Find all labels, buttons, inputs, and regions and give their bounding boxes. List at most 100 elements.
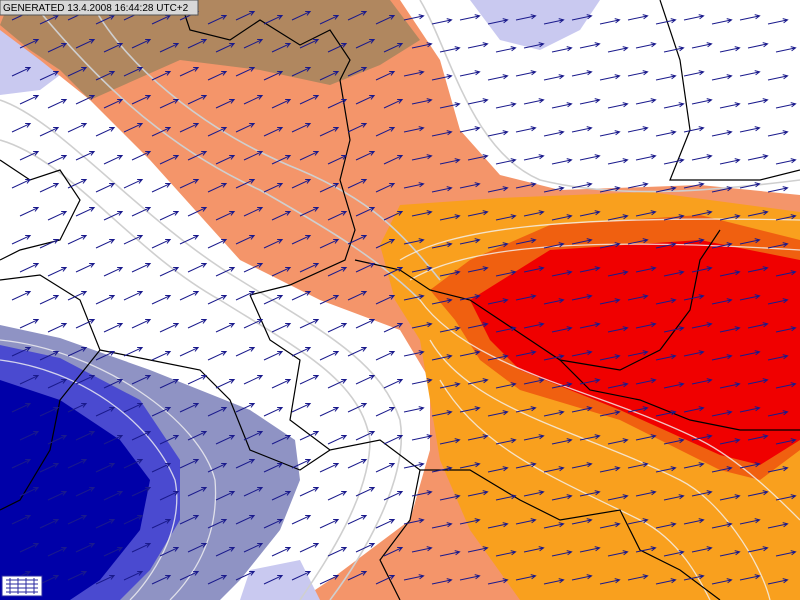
wind-arrow (319, 462, 340, 473)
wind-arrow (207, 574, 228, 585)
wind-arrow (95, 70, 116, 81)
wind-arrow (235, 290, 256, 301)
wind-arrow (187, 430, 208, 441)
wind-arrow (75, 38, 96, 49)
wind-arrow (683, 518, 705, 525)
wind-arrow (19, 206, 40, 217)
wind-arrow (179, 178, 200, 189)
label-box (0, 0, 199, 16)
wind-arrow (179, 514, 200, 525)
wind-arrow (355, 38, 376, 49)
wind-arrow (747, 98, 769, 105)
wind-arrow (151, 14, 172, 25)
wind-arrow (327, 378, 348, 389)
wind-arrow (683, 126, 705, 133)
wind-arrow (607, 326, 629, 333)
wind-arrow (19, 94, 40, 105)
wind-arrow (431, 18, 453, 25)
wind-arrow (263, 126, 284, 137)
wind-arrow (67, 178, 88, 189)
wind-arrow (19, 318, 40, 329)
wind-arrow (159, 546, 180, 557)
wind-arrow (467, 98, 489, 105)
wind-arrow (719, 438, 741, 445)
wind-arrow (683, 574, 705, 581)
wind-arrow (411, 210, 433, 217)
wind-arrow (599, 186, 621, 193)
wind-arrow (579, 322, 601, 329)
wind-arrow (39, 518, 60, 529)
wind-arrow (571, 70, 593, 77)
wind-arrow (551, 46, 573, 53)
wind-arrow (599, 578, 621, 585)
wind-arrow (627, 406, 649, 413)
wind-arrow (243, 206, 264, 217)
wind-arrow (655, 130, 677, 137)
wind-arrow (327, 546, 348, 557)
wind-arrow (383, 154, 404, 165)
wind-arrow (103, 42, 124, 53)
wind-arrow (235, 458, 256, 469)
legend-grid (6, 578, 38, 594)
wind-arrow (11, 178, 32, 189)
wind-arrow (551, 214, 573, 221)
wind-arrow (711, 522, 733, 529)
wind-arrow (739, 462, 761, 469)
wind-arrow (411, 266, 433, 273)
wind-arrow (599, 242, 621, 249)
wind-arrow (487, 466, 509, 473)
wind-arrow (383, 266, 404, 277)
contour-line (429, 339, 771, 600)
wind-arrow (67, 458, 88, 469)
wind-arrow (215, 546, 236, 557)
wind-arrow (263, 70, 284, 81)
wind-arrow (271, 210, 292, 221)
wind-arrow (571, 182, 593, 189)
wind-arrow (187, 150, 208, 161)
wind-arrow (495, 46, 517, 53)
wind-arrow (95, 126, 116, 137)
wind-arrow (151, 238, 172, 249)
wind-arrow (411, 322, 433, 329)
wind-arrow (47, 546, 68, 557)
wind-arrow (439, 46, 461, 53)
wind-arrow (403, 70, 425, 77)
wind-arrow (495, 550, 517, 557)
wind-arrow (495, 214, 517, 221)
wind-arrow (627, 14, 649, 21)
wind-arrow (95, 406, 116, 417)
wind-arrow (655, 186, 677, 193)
wind-arrow (299, 486, 320, 497)
wind-arrow (383, 490, 404, 501)
wind-arrow (403, 294, 425, 301)
wind-arrow (599, 298, 621, 305)
wind-arrow (655, 354, 677, 361)
wind-arrow (719, 550, 741, 557)
wind-arrow (683, 462, 705, 469)
wind-arrow (691, 378, 713, 385)
wind-arrow (683, 238, 705, 245)
wind-arrow (299, 38, 320, 49)
wind-arrow (123, 570, 144, 581)
wind-arrow (95, 574, 116, 585)
wind-arrow (187, 38, 208, 49)
wind-arrow (767, 354, 789, 361)
wind-arrow (747, 378, 769, 385)
wind-arrow (123, 458, 144, 469)
wind-arrow (635, 210, 657, 217)
wind-arrow (355, 206, 376, 217)
wind-arrow (495, 158, 517, 165)
wind-arrow (131, 542, 152, 553)
wind-arrow (291, 402, 312, 413)
wind-arrow (187, 374, 208, 385)
wind-arrow (263, 462, 284, 473)
wind-arrow (767, 410, 789, 417)
wind-arrow (347, 10, 368, 21)
wind-arrow (495, 326, 517, 333)
wind-arrow (439, 326, 461, 333)
wind-arrow (747, 322, 769, 329)
wind-arrow (515, 14, 537, 21)
wind-arrow (243, 486, 264, 497)
